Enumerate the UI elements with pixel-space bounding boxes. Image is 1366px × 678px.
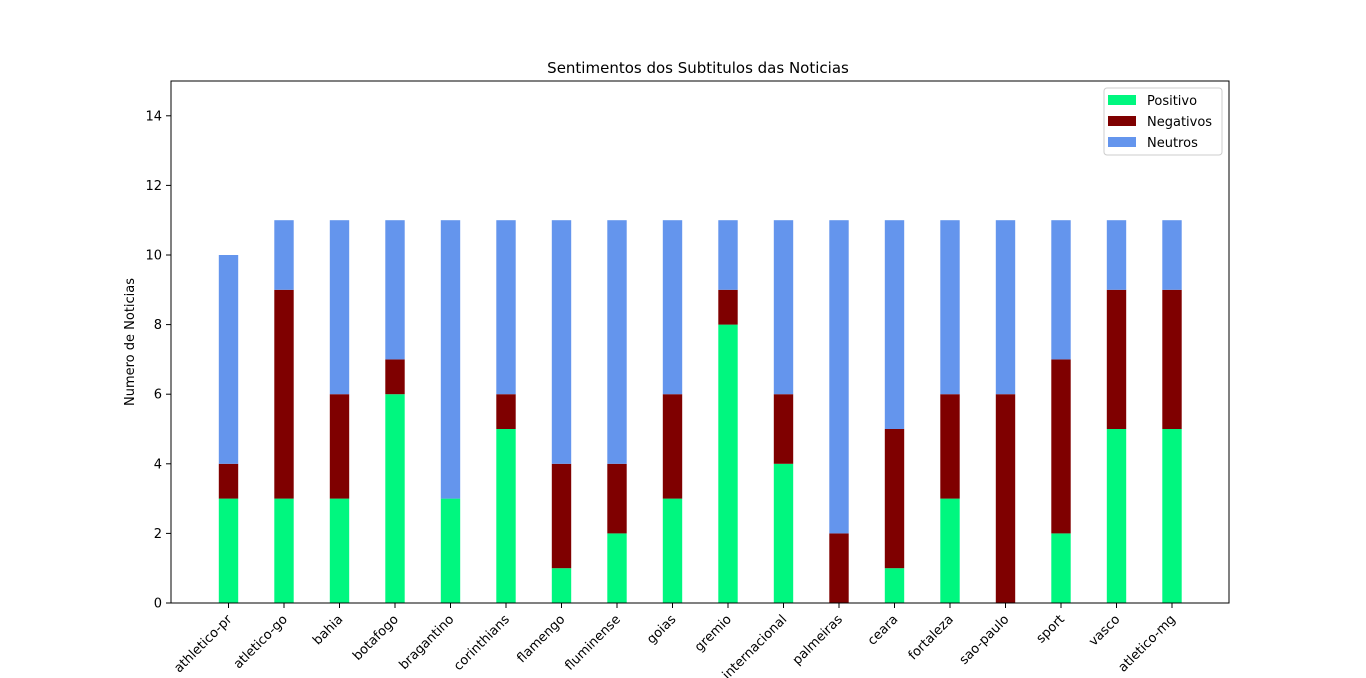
x-tick-label: gremio bbox=[692, 612, 735, 655]
bar-positivo-goias bbox=[662, 498, 683, 603]
bar-negativos-bahia bbox=[329, 394, 350, 499]
bar-neutros-atletico-go bbox=[274, 220, 294, 290]
bar-neutros-goias bbox=[662, 220, 683, 395]
bar-negativos-goias bbox=[662, 394, 683, 499]
x-tick-label: atletico-go bbox=[231, 612, 291, 672]
bar-positivo-fluminense bbox=[607, 533, 627, 603]
bars-group bbox=[218, 220, 1182, 603]
bar-neutros-botafogo bbox=[385, 220, 405, 360]
bar-neutros-fortaleza bbox=[940, 220, 960, 395]
y-tick-label: 10 bbox=[145, 249, 162, 264]
bar-negativos-fluminense bbox=[607, 463, 627, 534]
x-tick-label: fluminense bbox=[562, 612, 623, 673]
bar-neutros-fluminense bbox=[607, 220, 627, 464]
bar-negativos-fortaleza bbox=[940, 394, 960, 499]
bar-positivo-gremio bbox=[718, 324, 738, 603]
bar-negativos-atletico-mg bbox=[1162, 289, 1182, 429]
bar-positivo-bahia bbox=[329, 498, 350, 603]
bar-neutros-bragantino bbox=[440, 220, 461, 499]
y-tick-label: 14 bbox=[145, 109, 162, 124]
chart-title: Sentimentos dos Subtitulos das Noticias bbox=[547, 59, 849, 77]
bar-positivo-athletico-pr bbox=[218, 498, 239, 603]
bar-neutros-gremio bbox=[718, 220, 738, 290]
y-tick-label: 0 bbox=[154, 597, 162, 612]
bar-positivo-atletico-go bbox=[274, 498, 294, 603]
x-tick-label: bahia bbox=[310, 612, 346, 648]
bar-positivo-corinthians bbox=[496, 429, 516, 603]
x-tick-label: fortaleza bbox=[906, 612, 957, 663]
bar-neutros-sao-paulo bbox=[995, 220, 1016, 395]
bar-negativos-ceara bbox=[884, 429, 905, 569]
x-tick-label: vasco bbox=[1086, 612, 1123, 649]
bar-negativos-gremio bbox=[718, 289, 738, 325]
bar-negativos-atletico-go bbox=[274, 289, 294, 499]
x-tick-label: bragantino bbox=[397, 612, 458, 673]
bar-negativos-corinthians bbox=[496, 394, 516, 429]
legend-swatch-positivo bbox=[1108, 95, 1136, 105]
x-tick-label: botafogo bbox=[350, 612, 402, 664]
x-tick-label: atletico-mg bbox=[1116, 612, 1179, 675]
bar-negativos-sport bbox=[1051, 359, 1071, 534]
bar-neutros-sport bbox=[1051, 220, 1071, 360]
bar-neutros-athletico-pr bbox=[218, 255, 239, 464]
bar-neutros-palmeiras bbox=[829, 220, 849, 534]
legend-label-negativos: Negativos bbox=[1147, 115, 1212, 130]
bar-neutros-flamengo bbox=[551, 220, 572, 464]
x-tick-label: sport bbox=[1034, 612, 1068, 646]
x-tick-label: flamengo bbox=[514, 612, 568, 666]
legend-swatch-negativos bbox=[1108, 116, 1136, 126]
bar-neutros-corinthians bbox=[496, 220, 516, 395]
y-tick-label: 12 bbox=[145, 179, 162, 194]
bar-positivo-ceara bbox=[884, 568, 905, 603]
bar-neutros-atletico-mg bbox=[1162, 220, 1182, 290]
x-tick-label: goias bbox=[644, 612, 679, 647]
bar-negativos-botafogo bbox=[385, 359, 405, 395]
y-tick-label: 4 bbox=[154, 457, 162, 472]
x-tick-label: corinthians bbox=[451, 612, 513, 674]
bar-positivo-bragantino bbox=[440, 498, 461, 603]
bar-positivo-sport bbox=[1051, 533, 1071, 603]
y-axis: 0 2 4 6 8 10 12 14 bbox=[145, 109, 171, 612]
bar-positivo-atletico-mg bbox=[1162, 429, 1182, 603]
bar-neutros-ceara bbox=[884, 220, 905, 429]
y-tick-label: 8 bbox=[154, 318, 162, 333]
legend-swatch-neutros bbox=[1108, 137, 1136, 147]
legend: Positivo Negativos Neutros bbox=[1103, 87, 1223, 156]
x-tick-label: palmeiras bbox=[790, 612, 846, 668]
bar-negativos-palmeiras bbox=[829, 533, 849, 603]
y-tick-label: 6 bbox=[154, 388, 162, 403]
bar-negativos-internacional bbox=[773, 394, 794, 464]
bar-positivo-botafogo bbox=[385, 394, 405, 603]
legend-label-positivo: Positivo bbox=[1147, 94, 1197, 109]
plot-frame bbox=[170, 80, 1230, 604]
x-tick-label: sao-paulo bbox=[957, 612, 1013, 668]
legend-label-neutros: Neutros bbox=[1147, 136, 1198, 151]
bar-negativos-athletico-pr bbox=[218, 463, 239, 499]
x-tick-label: athletico-pr bbox=[172, 612, 236, 676]
bar-neutros-bahia bbox=[329, 220, 350, 395]
bar-negativos-flamengo bbox=[551, 463, 572, 569]
bar-positivo-flamengo bbox=[551, 568, 572, 603]
bar-neutros-vasco bbox=[1106, 220, 1127, 290]
bar-positivo-fortaleza bbox=[940, 498, 960, 603]
bar-positivo-internacional bbox=[773, 463, 794, 603]
bar-positivo-vasco bbox=[1106, 429, 1127, 603]
bar-negativos-vasco bbox=[1106, 289, 1127, 429]
bar-negativos-sao-paulo bbox=[995, 394, 1016, 603]
x-tick-label: ceara bbox=[865, 612, 901, 648]
y-tick-label: 2 bbox=[154, 527, 162, 542]
y-axis-label: Numero de Noticias bbox=[123, 278, 138, 406]
bar-neutros-internacional bbox=[773, 220, 794, 395]
